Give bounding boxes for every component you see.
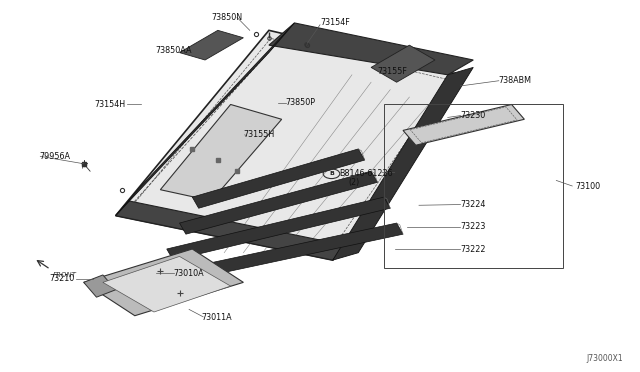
Text: 73011A: 73011A [202,313,232,322]
Text: 73223: 73223 [461,222,486,231]
Text: 73010A: 73010A [173,269,204,278]
Text: J73000X1: J73000X1 [587,354,623,363]
Text: 73850N: 73850N [212,13,243,22]
Polygon shape [179,171,378,234]
Polygon shape [403,105,524,145]
Text: 73155F: 73155F [378,67,407,76]
Polygon shape [84,249,243,316]
Text: 73155H: 73155H [243,129,275,139]
Polygon shape [116,201,346,260]
Polygon shape [161,105,282,201]
Text: B: B [329,171,334,176]
Polygon shape [116,23,294,216]
Polygon shape [269,23,473,75]
Text: 73850P: 73850P [285,98,315,107]
Polygon shape [167,197,390,260]
Text: 73154F: 73154F [320,19,349,28]
Polygon shape [103,256,230,312]
Bar [384,105,563,267]
Text: 73230: 73230 [461,111,486,120]
Polygon shape [154,223,403,286]
Text: B8146-61226: B8146-61226 [339,169,393,177]
Text: 73224: 73224 [461,200,486,209]
Text: FRONT: FRONT [53,272,77,278]
Text: 73850AA: 73850AA [156,46,192,55]
Text: 73154H: 73154H [94,100,125,109]
Text: 79956A: 79956A [39,152,70,161]
Polygon shape [84,275,116,297]
Text: (2): (2) [349,178,360,187]
Text: 73100: 73100 [575,182,600,190]
Text: 73222: 73222 [461,244,486,253]
Text: 738ABM: 738ABM [499,76,532,85]
Polygon shape [192,149,365,208]
Polygon shape [179,31,243,60]
Polygon shape [116,31,461,260]
Text: 73210: 73210 [49,274,74,283]
Polygon shape [371,45,435,82]
Polygon shape [333,67,473,260]
